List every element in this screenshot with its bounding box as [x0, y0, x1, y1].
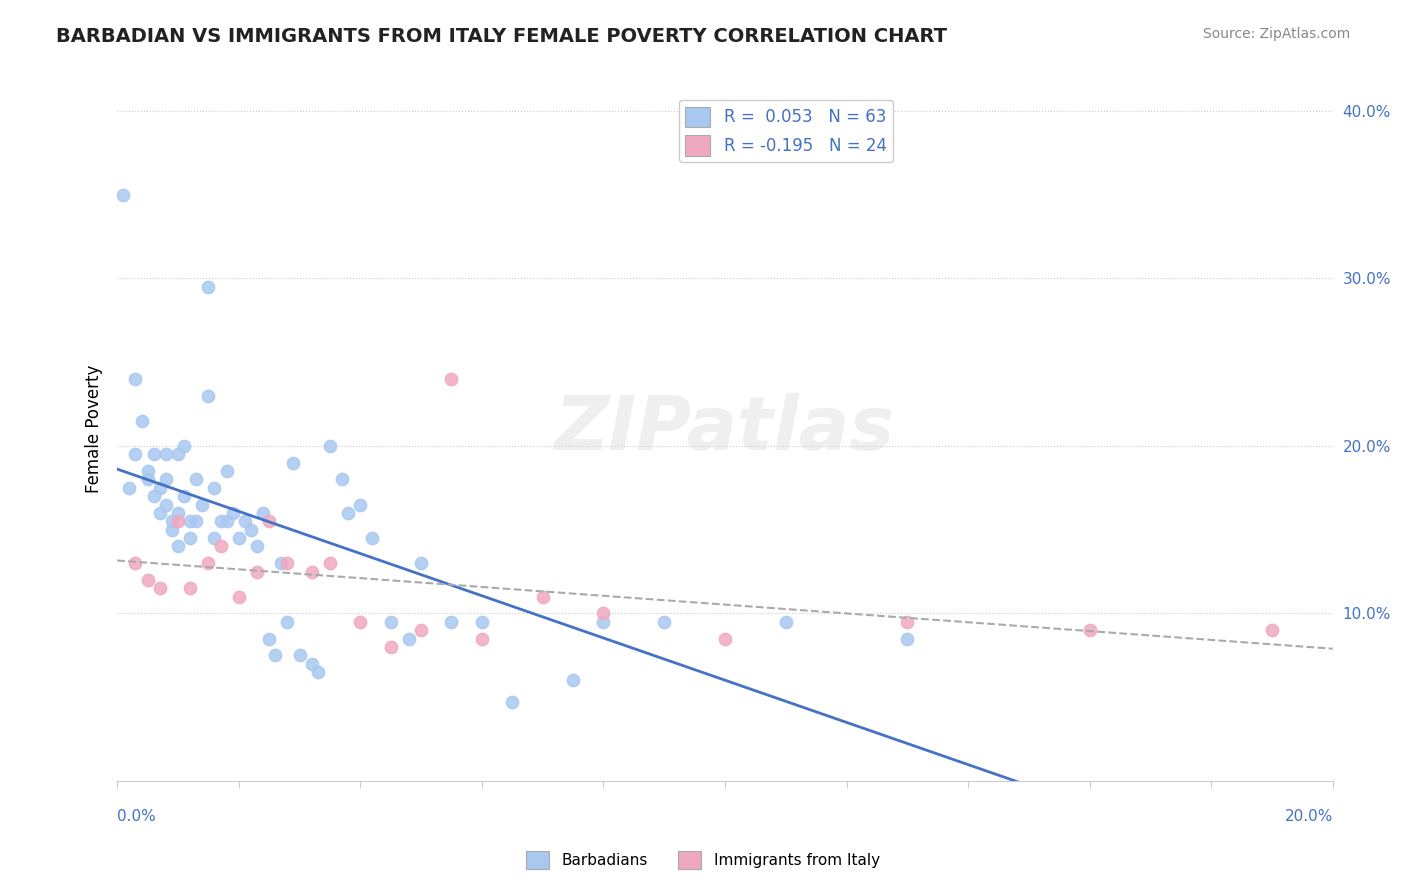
Point — [319, 556, 342, 570]
Point — [257, 632, 280, 646]
Point — [714, 632, 737, 646]
Point — [592, 615, 614, 629]
Point — [167, 514, 190, 528]
Point — [775, 615, 797, 629]
Point — [257, 514, 280, 528]
Text: ZIPatlas: ZIPatlas — [555, 392, 896, 466]
Point — [186, 473, 208, 487]
Point — [124, 372, 146, 386]
Point — [896, 615, 918, 629]
Point — [319, 439, 342, 453]
Point — [246, 540, 269, 554]
Point — [221, 506, 243, 520]
Point — [155, 447, 177, 461]
Point — [112, 187, 135, 202]
Legend: Barbadians, Immigrants from Italy: Barbadians, Immigrants from Italy — [520, 845, 886, 875]
Point — [149, 481, 172, 495]
Point — [270, 556, 292, 570]
Point — [652, 615, 675, 629]
Text: 0.0%: 0.0% — [117, 809, 156, 824]
Point — [896, 632, 918, 646]
Legend: R =  0.053   N = 63, R = -0.195   N = 24: R = 0.053 N = 63, R = -0.195 N = 24 — [679, 100, 893, 162]
Point — [209, 540, 232, 554]
Point — [167, 447, 190, 461]
Point — [124, 447, 146, 461]
Point — [1078, 624, 1101, 638]
Point — [246, 565, 269, 579]
Point — [155, 498, 177, 512]
Y-axis label: Female Poverty: Female Poverty — [86, 365, 103, 493]
Point — [264, 648, 287, 663]
Point — [398, 632, 420, 646]
Point — [209, 514, 232, 528]
Point — [440, 372, 463, 386]
Point — [440, 615, 463, 629]
Point — [592, 607, 614, 621]
Point — [252, 506, 274, 520]
Point — [276, 556, 298, 570]
Point — [197, 556, 219, 570]
Point — [136, 464, 159, 478]
Point — [562, 673, 585, 688]
Point — [349, 498, 371, 512]
Point — [179, 531, 201, 545]
Point — [197, 389, 219, 403]
Point — [204, 481, 226, 495]
Point — [149, 506, 172, 520]
Point — [1261, 624, 1284, 638]
Point — [288, 648, 311, 663]
Point — [215, 514, 238, 528]
Point — [136, 573, 159, 587]
Point — [124, 556, 146, 570]
Point — [167, 506, 190, 520]
Text: 20.0%: 20.0% — [1285, 809, 1333, 824]
Point — [179, 582, 201, 596]
Point — [173, 489, 195, 503]
Point — [179, 514, 201, 528]
Point — [301, 565, 323, 579]
Point — [160, 523, 183, 537]
Point — [233, 514, 256, 528]
Point — [197, 280, 219, 294]
Text: Source: ZipAtlas.com: Source: ZipAtlas.com — [1202, 27, 1350, 41]
Text: BARBADIAN VS IMMIGRANTS FROM ITALY FEMALE POVERTY CORRELATION CHART: BARBADIAN VS IMMIGRANTS FROM ITALY FEMAL… — [56, 27, 948, 45]
Point — [118, 481, 141, 495]
Point — [276, 615, 298, 629]
Point — [471, 615, 494, 629]
Point — [380, 640, 402, 654]
Point — [349, 615, 371, 629]
Point — [204, 531, 226, 545]
Point — [173, 439, 195, 453]
Point — [330, 473, 353, 487]
Point — [409, 624, 432, 638]
Point — [149, 582, 172, 596]
Point — [307, 665, 329, 679]
Point — [155, 473, 177, 487]
Point — [136, 473, 159, 487]
Point — [167, 540, 190, 554]
Point — [142, 489, 165, 503]
Point — [471, 632, 494, 646]
Point — [160, 514, 183, 528]
Point — [409, 556, 432, 570]
Point — [380, 615, 402, 629]
Point — [337, 506, 360, 520]
Point — [283, 456, 305, 470]
Point — [215, 464, 238, 478]
Point — [228, 531, 250, 545]
Point — [131, 414, 153, 428]
Point — [501, 695, 523, 709]
Point — [228, 590, 250, 604]
Point — [361, 531, 384, 545]
Point — [531, 590, 554, 604]
Point — [186, 514, 208, 528]
Point — [142, 447, 165, 461]
Point — [239, 523, 262, 537]
Point — [191, 498, 214, 512]
Point — [301, 657, 323, 671]
